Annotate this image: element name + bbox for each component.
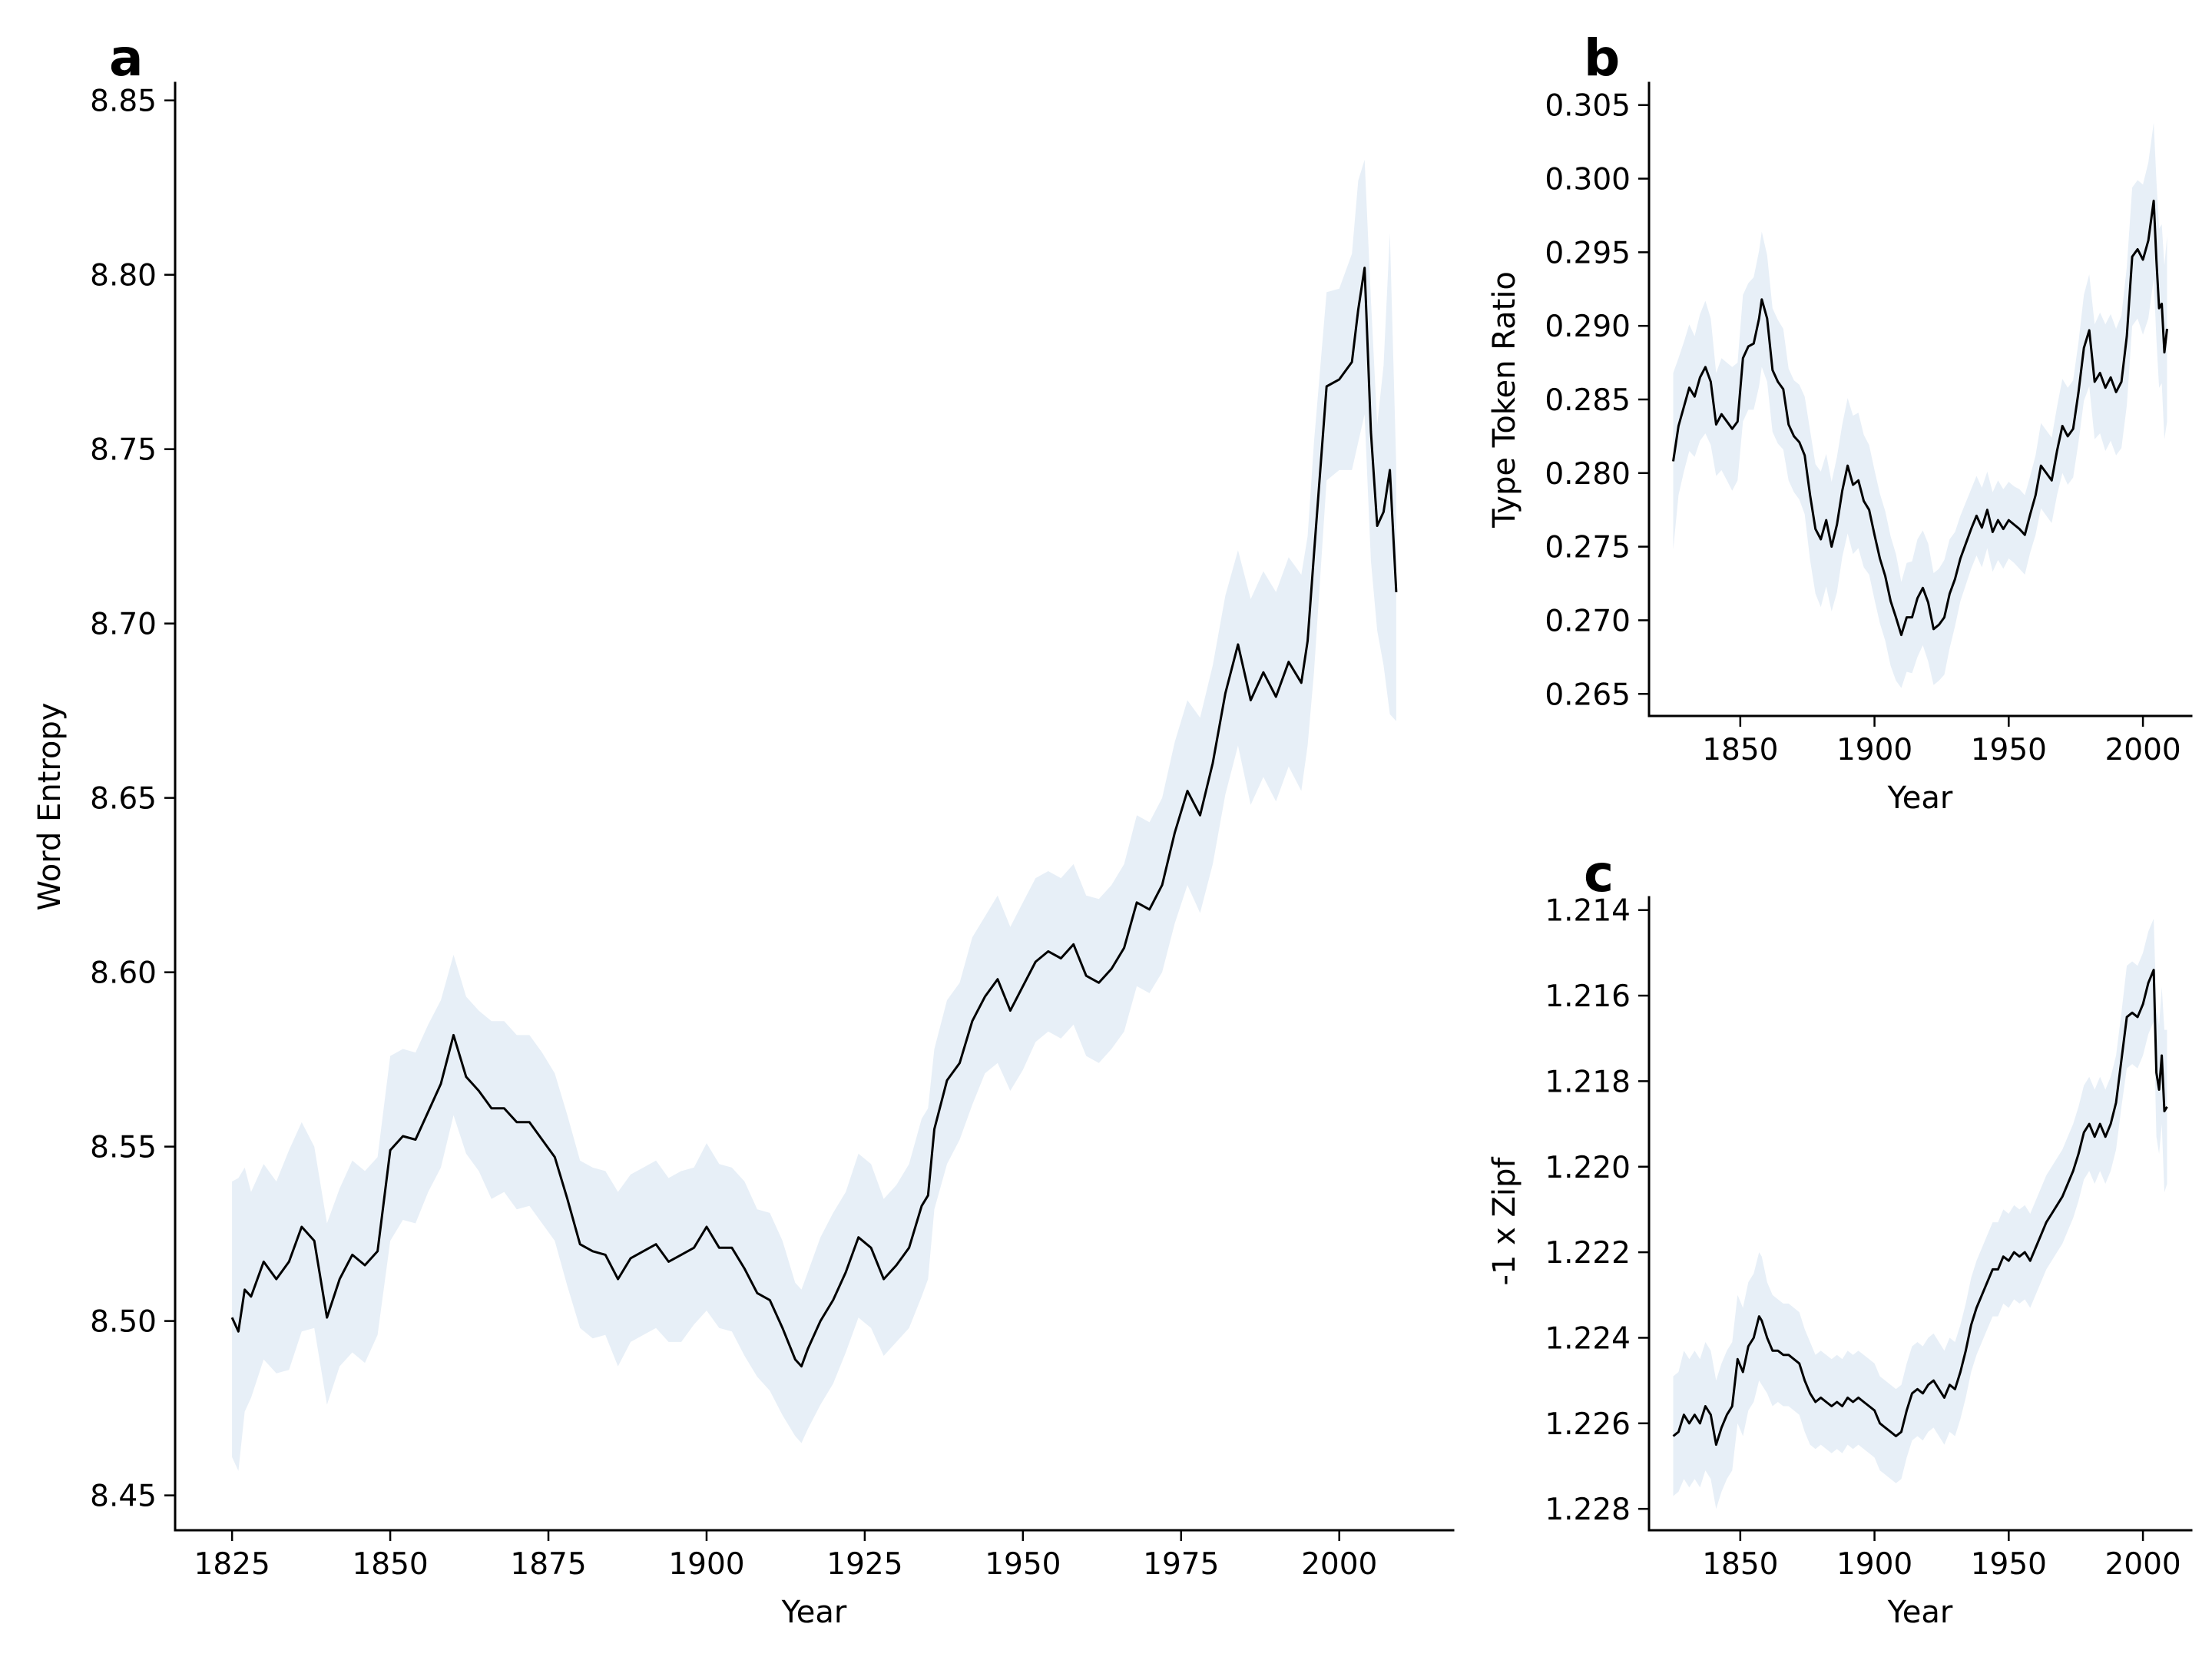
- panel-a-x-tick-label: 1875: [510, 1547, 586, 1582]
- panel-c-y-tick-label: 1.218: [1545, 1065, 1631, 1099]
- panel-a-x-axis-label: Year: [781, 1595, 847, 1630]
- panel-a-axes: 1825 1850 1875 1900 1925 1950 1975 2000 8.45 8.50…: [90, 81, 1455, 1582]
- panel-a-x-tick-label: 1975: [1143, 1547, 1219, 1582]
- panel-c-y-tick-label: 1.214: [1545, 894, 1631, 929]
- panel-b-series-group: [1672, 199, 2168, 637]
- panel-a: a 1825 1850 1875 1900 1925 1950 1975 2000 8.45 8.…: [32, 28, 1455, 1630]
- panel-a-x-tick-label: 1925: [826, 1547, 902, 1582]
- panel-b-x-axis-label: Year: [1887, 780, 1953, 816]
- panel-b-y-tick-label: 0.265: [1545, 678, 1631, 712]
- panel-c-x-tick-label: 2000: [2104, 1547, 2181, 1582]
- panel-a-x-tick-label: 1900: [668, 1547, 744, 1582]
- panel-b-series-line: [1672, 199, 2168, 637]
- panel-c-x-axis-label: Year: [1887, 1595, 1953, 1630]
- panel-a-confidence-band: [232, 159, 1396, 1471]
- panel-c-x-tick-label: 1850: [1702, 1547, 1778, 1582]
- panel-c-y-tick-label: 1.220: [1545, 1151, 1631, 1185]
- panel-a-series-line: [230, 267, 1398, 1368]
- panel-a-confidence-band-group: [232, 159, 1396, 1471]
- panel-a-y-tick-label: 8.45: [90, 1480, 157, 1514]
- panel-a-x-tick-label: 1950: [985, 1547, 1061, 1582]
- panel-b-y-tick-label: 0.295: [1545, 236, 1631, 270]
- panel-c-x-tick-label: 1950: [1971, 1547, 2047, 1582]
- panel-b-y-tick-label: 0.300: [1545, 163, 1631, 197]
- panel-a-series-group: [230, 267, 1398, 1368]
- panel-c-y-tick-label: 1.222: [1545, 1236, 1631, 1271]
- panel-a-y-tick-label: 8.60: [90, 956, 157, 991]
- panel-b-y-tick-label: 0.285: [1545, 383, 1631, 418]
- panel-b-x-tick-label: 2000: [2104, 733, 2181, 767]
- panel-c-y-axis-label: -1 x Zipf: [1487, 1157, 1522, 1286]
- panel-a-y-tick-label: 8.85: [90, 85, 157, 119]
- panel-b-y-axis-label: Type Token Ratio: [1487, 271, 1522, 529]
- panel-b-axes: 1850 1900 1950 2000 0.265 0.270 0.275 0.280 0.28…: [1545, 81, 2193, 767]
- panel-c-y-tick-label: 1.228: [1545, 1493, 1631, 1527]
- panel-c-y-tick-label: 1.216: [1545, 979, 1631, 1014]
- panel-c-series-group: [1672, 969, 2168, 1447]
- panel-b-confidence-band: [1673, 122, 2167, 688]
- panel-a-y-tick-label: 8.80: [90, 259, 157, 293]
- panel-b-x-tick-label: 1950: [1971, 733, 2047, 767]
- panel-b-confidence-band-group: [1673, 122, 2167, 688]
- panel-b-y-tick-label: 0.270: [1545, 604, 1631, 638]
- panel-a-x-tick-label: 2000: [1301, 1547, 1377, 1582]
- panel-b-x-tick-label: 1900: [1836, 733, 1912, 767]
- panel-b-x-tick-label: 1850: [1702, 733, 1778, 767]
- panel-b-y-tick-label: 0.290: [1545, 310, 1631, 344]
- panel-a-y-tick-label: 8.65: [90, 782, 157, 817]
- panel-c-axes: 1850 1900 1950 2000 1.214 1.216 1.218 1.220 1.22…: [1545, 894, 2193, 1582]
- panel-a-letter: a: [109, 28, 144, 88]
- panel-a-y-tick-label: 8.70: [90, 608, 157, 642]
- panel-b-y-tick-label: 0.305: [1545, 89, 1631, 124]
- panel-c-x-tick-label: 1900: [1836, 1547, 1912, 1582]
- panel-a-y-tick-label: 8.55: [90, 1131, 157, 1165]
- panel-c: c 1850 1900 1950 2000 1.214 1.216 1.218 1.220 1.…: [1487, 844, 2193, 1630]
- panel-b-y-tick-label: 0.275: [1545, 531, 1631, 565]
- panel-a-x-tick-label: 1825: [194, 1547, 270, 1582]
- panel-b-y-tick-label: 0.280: [1545, 457, 1631, 492]
- panel-a-x-tick-label: 1850: [352, 1547, 428, 1582]
- panel-a-y-tick-label: 8.50: [90, 1305, 157, 1340]
- panel-a-y-tick-label: 8.75: [90, 433, 157, 468]
- panel-c-series-line: [1672, 969, 2168, 1447]
- panel-c-y-tick-label: 1.226: [1545, 1407, 1631, 1442]
- panel-a-y-axis-label: Word Entropy: [32, 703, 68, 911]
- panel-c-letter: c: [1584, 844, 1614, 903]
- panel-b-letter: b: [1584, 28, 1620, 88]
- panel-c-y-tick-label: 1.224: [1545, 1321, 1631, 1356]
- panel-b: b 1850 1900 1950 2000 0.265 0.270 0.275 0.280 0.…: [1487, 28, 2193, 816]
